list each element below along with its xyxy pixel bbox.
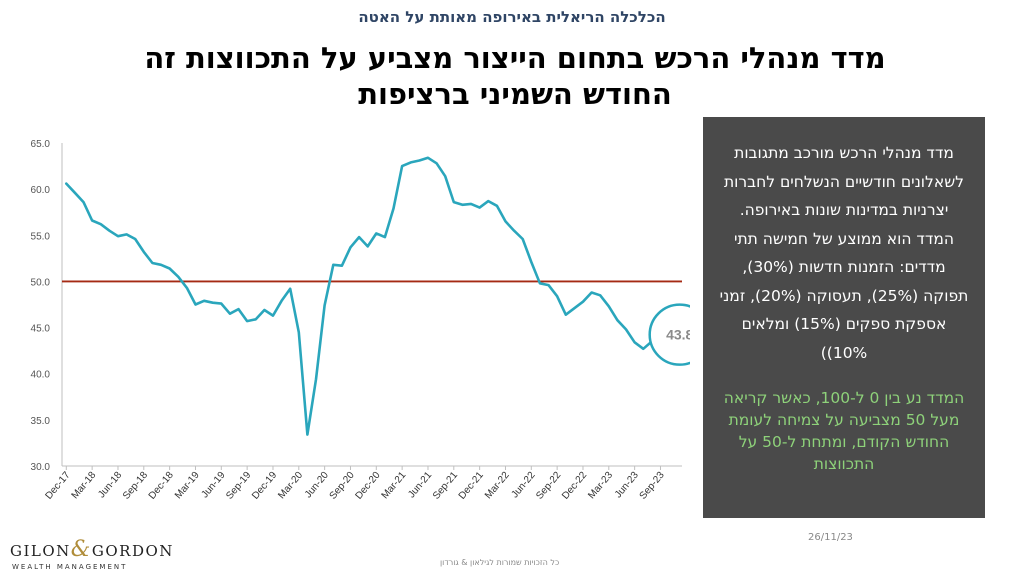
x-tick-label: Dec-22 [560, 470, 589, 502]
logo-ampersand: & [70, 537, 92, 562]
y-tick-label: 60.0 [31, 185, 51, 196]
note-line: המדד נע בין 0 ל-100, כאשר קריאה [723, 389, 965, 407]
x-tick-label: Jun-19 [200, 470, 228, 501]
logo-wordmark: GILON&GORDON [10, 537, 172, 562]
x-tick-label: Mar-23 [586, 470, 615, 502]
x-tick-label: Sep-18 [121, 470, 150, 502]
company-logo: GILON&GORDON WEALTH MANAGEMENT [10, 537, 172, 573]
index-description: מדד מנהלי הרכש מורכב מתגובות לשאלונים חו… [709, 139, 979, 367]
description-line: תפוקה (25%), תעסוקה (20%), זמני [719, 286, 969, 305]
note-line: מעל 50 מצביעה על צמיחה לעומת [728, 411, 960, 429]
x-tick-label: Sep-23 [638, 470, 667, 502]
x-tick-label: Jun-22 [510, 470, 538, 501]
x-tick-label: Dec-17 [43, 470, 72, 502]
x-tick-label: Mar-21 [380, 470, 409, 502]
description-line: אספקת ספקים (15%) ומלאים [741, 315, 947, 333]
y-tick-label: 55.0 [31, 231, 51, 242]
logo-subtitle: WEALTH MANAGEMENT [12, 563, 128, 571]
copyright-footer: כל הזכויות שמורות לגילאון & גורדון [440, 558, 560, 567]
x-tick-label: Mar-18 [70, 470, 99, 502]
x-tick-label: Mar-22 [483, 470, 512, 502]
x-tick-label: Jun-21 [406, 470, 434, 501]
y-tick-label: 50.0 [31, 277, 51, 288]
logo-right-word: GORDON [91, 542, 174, 560]
x-tick-label: Dec-21 [457, 470, 486, 502]
note-line: החודש הקודם, ומתחת ל-50 על [738, 433, 950, 451]
pmi-series-line [65, 156, 680, 436]
description-line: 10%)) [820, 343, 868, 362]
x-tick-label: Sep-20 [328, 470, 357, 502]
x-tick-label: Dec-18 [147, 470, 176, 502]
x-tick-label: Dec-19 [250, 470, 279, 502]
x-tick-label: Sep-19 [224, 470, 253, 502]
x-tick-label: Sep-22 [534, 470, 563, 502]
y-tick-label: 30.0 [31, 462, 51, 473]
pmi-line-chart: 30.035.040.045.050.055.060.065.0Dec-17Ma… [31, 139, 690, 502]
page-title: מדד מנהלי הרכש בתחום הייצור מצביע על התכ… [40, 40, 990, 112]
x-tick-label: Sep-21 [431, 470, 460, 502]
top-tagline: הכלכלה הריאלית באירופה מאותת על האטה [358, 8, 666, 26]
x-tick-label: Jun-18 [96, 470, 124, 501]
x-tick-label: Mar-19 [173, 470, 202, 502]
y-tick-label: 45.0 [31, 324, 51, 335]
y-tick-label: 35.0 [31, 416, 51, 427]
y-tick-label: 40.0 [31, 370, 51, 381]
x-tick-label: Jun-20 [303, 470, 331, 501]
y-tick-label: 65.0 [31, 139, 51, 150]
x-tick-label: Jun-23 [613, 470, 641, 501]
description-line: המדד הוא ממוצע של חמישה תתי [734, 229, 954, 248]
description-line: לשאלונים חודשיים הנשלחים לחברות [724, 172, 964, 191]
title-line-2: החודש השמיני ברציפות [358, 77, 672, 111]
latest-value-label: 43.8 [666, 327, 690, 343]
explanation-box: מדד מנהלי הרכש מורכב מתגובות לשאלונים חו… [703, 117, 985, 518]
index-range-note: המדד נע בין 0 ל-100, כאשר קריאה מעל 50 מ… [709, 387, 979, 475]
title-line-1: מדד מנהלי הרכש בתחום הייצור מצביע על התכ… [144, 41, 886, 75]
description-line: מדד מנהלי הרכש מורכב מתגובות [734, 144, 954, 162]
x-tick-label: Mar-20 [276, 470, 305, 502]
note-line: התכווצות [813, 455, 875, 473]
latest-value-callout [648, 303, 690, 366]
description-line: יצרניות במדינות שונות באירופה. [739, 201, 949, 219]
logo-left-word: GILON [10, 542, 71, 560]
description-line: מדדים: הזמנות חדשות (30%), [742, 258, 946, 276]
slide-date: 26/11/23 [808, 532, 853, 543]
x-tick-label: Dec-20 [353, 470, 382, 502]
